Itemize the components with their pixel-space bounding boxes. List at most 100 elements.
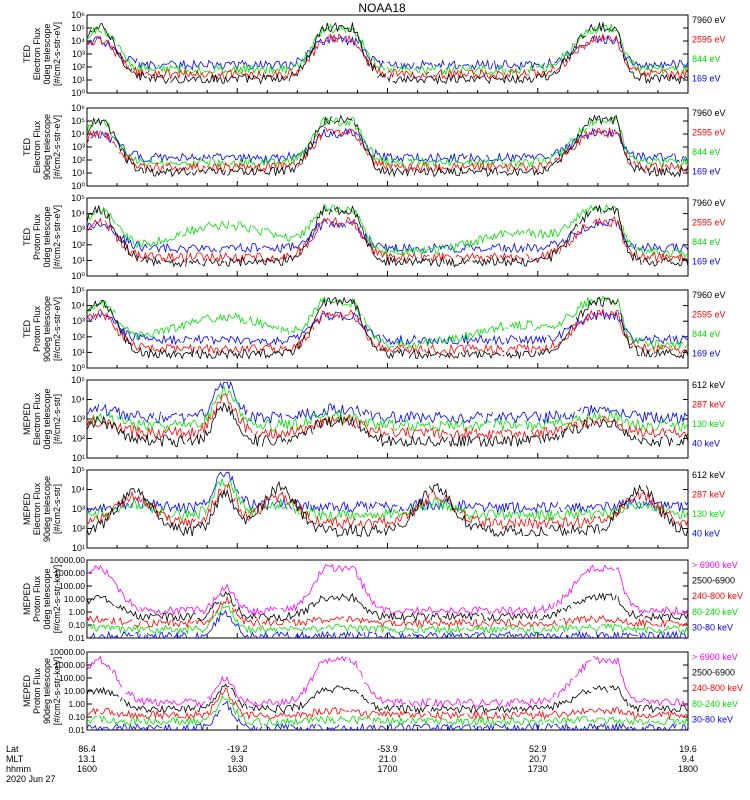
legend-entry: 2595 eV [692,128,726,138]
y-axis-label: [#/cm2-s-str-keV] [52,565,62,634]
y-axis-label: [#/cm2-s-str-eV] [52,22,62,86]
series-red [87,307,688,355]
y-tick-label: 10.00 [64,686,86,696]
legend-entry: 80-240 keV [692,607,738,617]
y-tick-label: 10³ [72,142,85,152]
y-axis-label: [#/cm2-s-str] [52,394,62,444]
y-tick-label: 10⁵ [71,116,85,126]
series-black [87,204,688,268]
y-axis-label: [#/cm2-s-str-eV] [52,297,62,361]
series-red [87,687,688,721]
y-tick-label: 0.01 [68,633,85,643]
legend-entry: 7960 eV [692,15,726,25]
series-blue [87,700,688,730]
series-magenta [87,563,688,616]
legend-entry: 2595 eV [692,35,726,45]
y-tick-label: 10¹ [72,543,85,553]
legend-entry: 169 eV [692,167,721,177]
x-tick-lat: 19.6 [679,744,697,754]
series-green [87,22,688,76]
x-axis-labels: LatMLThhmm86.413.11600-19.29.31630-53.92… [6,744,698,784]
series-green [87,116,688,169]
panel-ted-proton-0deg: 10⁰ 10¹ 10² 10³ 10⁴ 10⁵ TED Proton Flux 0deg tel… [22,193,726,281]
legend-entry: 287 keV [692,490,725,500]
legend-entry: 2595 eV [692,218,726,228]
legend-entry: 844 eV [692,329,721,339]
y-axis-label: TED [22,44,32,63]
y-tick-label: 100.00 [59,673,85,683]
series-blue [87,471,688,515]
series-green [87,385,688,433]
y-axis-label: Proton Flux [32,667,42,714]
x-tick-lat: 52.9 [529,744,547,754]
series-black [87,590,688,623]
x-axis-row-label: hhmm [6,764,31,774]
legend-entry: 2500-6900 [692,668,735,678]
y-axis-label: 0deg telescope [42,388,52,449]
y-tick-label: 10⁰ [71,181,85,191]
x-tick-mlt: 9.3 [231,754,244,764]
series-black [87,21,688,85]
panel-ted-electron-0deg: 10⁰ 10¹ 10² 10³ 10⁴ 10⁵ 10⁶ TED Electron Flux 0de… [22,10,726,98]
legend-entry: 2500-6900 [692,576,735,586]
legend-entry: 40 keV [692,529,720,539]
legend-entry: 844 eV [692,147,721,157]
y-tick-label: 10⁴ [71,301,85,311]
series-magenta [87,655,688,708]
y-tick-label: 10¹ [72,453,85,463]
y-tick-label: 10² [72,155,85,165]
x-tick-mlt: 9.4 [682,754,695,764]
y-axis-label: 0deg telescope [42,23,52,84]
x-tick-lat: 86.4 [78,744,96,754]
y-tick-label: 10⁵ [71,193,85,203]
series-red [87,32,688,81]
x-tick-lat: -19.2 [227,744,248,754]
y-axis-label: 90deg telescope [42,658,52,724]
y-tick-label: 10¹ [72,168,85,178]
series-red [87,482,688,530]
panel-meped-electron-90deg: 10¹ 10² 10³ 10⁴ 10⁵ MEPED Electron Flux 90deg t… [22,465,725,553]
x-tick-hhmm: 1600 [77,764,97,774]
x-tick-hhmm: 1730 [528,764,548,774]
series-blue [87,310,688,346]
legend-entry: 130 keV [692,509,725,519]
y-tick-label: 10³ [72,49,85,59]
legend-entry: 7960 eV [692,290,726,300]
series-black [87,114,688,178]
y-tick-label: 10.00 [64,594,86,604]
y-axis-label: TED [22,319,32,338]
legend-entry: 169 eV [692,257,721,267]
y-tick-label: 10² [72,62,85,72]
y-tick-label: 0.10 [68,712,85,722]
y-axis-label: 90deg telescope [42,296,52,362]
legend-entry: > 6900 keV [692,652,738,662]
y-tick-label: 10⁰ [71,271,85,281]
y-tick-label: 1.00 [68,699,85,709]
x-tick-mlt: 21.0 [379,754,397,764]
y-tick-label: 10⁰ [71,363,85,373]
panel-meped-proton-0deg: 0.01 0.10 1.00 10.00 100.00 1000.00 10000.00 ME… [22,555,743,643]
y-tick-label: 10¹ [72,255,85,265]
panel-ted-electron-90deg: 10⁰ 10¹ 10² 10³ 10⁴ 10⁵ 10⁶ TED Electron Flux 90d… [22,103,726,191]
legend-entry: 2595 eV [692,310,726,320]
series-red [87,596,688,629]
y-tick-label: 10⁴ [71,129,85,139]
y-axis-label: MEPED [22,675,32,708]
y-axis-label: MEPED [22,493,32,526]
series-black [87,401,688,448]
y-axis-label: 90deg telescope [42,114,52,180]
series-blue [87,380,688,425]
series-red [87,393,688,440]
y-axis-label: Electron Flux [32,120,42,173]
series-black [87,683,688,715]
y-tick-label: 10⁴ [71,209,85,219]
series-green [87,203,688,259]
y-axis-label: 90deg telescope [42,476,52,542]
y-axis-label: 0deg telescope [42,206,52,267]
y-tick-label: 10³ [72,414,85,424]
y-axis-label: TED [22,227,32,246]
y-tick-label: 10⁶ [71,10,85,20]
legend-entry: 7960 eV [692,198,726,208]
x-tick-hhmm: 1630 [227,764,247,774]
y-axis-label: Electron Flux [32,392,42,445]
